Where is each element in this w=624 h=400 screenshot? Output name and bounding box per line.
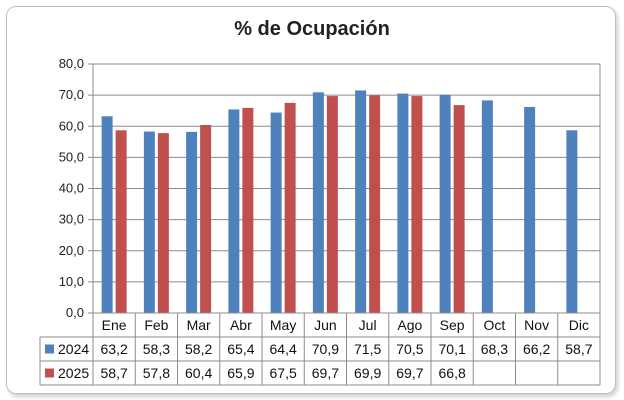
bar-2024-Jul [355, 90, 367, 313]
data-label-2025-Sep: 66,8 [439, 365, 466, 381]
bar-2025-Sep [453, 105, 465, 314]
bar-2024-Oct [481, 100, 493, 313]
data-label-2024-Mar: 58,2 [185, 341, 212, 357]
x-tick-label: Ene [102, 317, 127, 333]
data-label-2024-Sep: 70,1 [439, 341, 466, 357]
x-tick-label: Nov [524, 317, 549, 333]
bar-2024-Sep [439, 94, 451, 313]
bar-2024-Mar [186, 131, 198, 313]
data-label-2025-Jun: 69,7 [312, 365, 339, 381]
bar-2024-Feb [143, 131, 155, 313]
x-tick-label: Mar [187, 317, 211, 333]
data-label-2024-Oct: 68,3 [481, 341, 508, 357]
bar-2024-Abr [228, 109, 240, 313]
y-tick-label: 10,0 [59, 274, 84, 289]
x-tick-label: Feb [144, 317, 168, 333]
legend-key-2024 [45, 344, 54, 354]
x-tick-label: May [270, 317, 296, 333]
data-label-2025-Abr: 65,9 [227, 365, 254, 381]
bar-2025-Ago [411, 96, 423, 313]
y-tick-label: 20,0 [59, 243, 84, 258]
bar-2025-May [284, 102, 296, 313]
bar-2024-Jun [312, 92, 324, 313]
y-tick-label: 30,0 [59, 212, 84, 227]
bar-2025-Jul [369, 95, 381, 313]
data-label-2025-May: 67,5 [270, 365, 297, 381]
data-label-2025-Ago: 69,7 [396, 365, 423, 381]
y-tick-label: 40,0 [59, 181, 84, 196]
x-tick-label: Oct [483, 317, 505, 333]
bar-2024-May [270, 112, 282, 314]
chart-title: % de Ocupación [234, 18, 390, 40]
data-label-2024-Feb: 58,3 [143, 341, 170, 357]
bar-2024-Ene [101, 116, 113, 313]
data-label-2024-May: 64,4 [270, 341, 297, 357]
bar-2025-Abr [242, 107, 254, 313]
data-label-2024-Abr: 65,4 [227, 341, 254, 357]
data-label-2024-Ene: 63,2 [101, 341, 128, 357]
data-label-2024-Ago: 70,5 [396, 341, 423, 357]
x-tick-label: Ago [397, 317, 422, 333]
bar-2024-Nov [524, 106, 536, 313]
y-tick-label: 60,0 [59, 118, 84, 133]
x-tick-label: Sep [440, 317, 465, 333]
data-label-2024-Dic: 58,7 [565, 341, 592, 357]
y-tick-label: 70,0 [59, 87, 84, 102]
bar-2025-Feb [157, 133, 169, 313]
y-tick-label: 50,0 [59, 149, 84, 164]
data-label-2025-Mar: 60,4 [185, 365, 212, 381]
data-label-2024-Jun: 70,9 [312, 341, 339, 357]
data-label-2024-Jul: 71,5 [354, 341, 381, 357]
x-tick-label: Abr [230, 317, 252, 333]
legend-label-2024: 2024 [58, 341, 89, 357]
x-tick-label: Dic [569, 317, 589, 333]
y-tick-label: 0,0 [66, 305, 84, 320]
bar-2024-Dic [566, 130, 578, 313]
bar-2025-Ene [115, 130, 127, 313]
data-label-2025-Jul: 69,9 [354, 365, 381, 381]
data-label-2025-Feb: 57,8 [143, 365, 170, 381]
x-tick-label: Jun [314, 317, 337, 333]
bar-2025-Jun [326, 96, 338, 313]
bar-2025-Mar [200, 125, 212, 313]
data-label-2025-Ene: 58,7 [101, 365, 128, 381]
x-tick-label: Jul [359, 317, 377, 333]
data-label-2024-Nov: 66,2 [523, 341, 550, 357]
bar-2024-Ago [397, 93, 409, 313]
y-tick-label: 80,0 [59, 56, 84, 71]
legend-key-2025 [45, 368, 54, 378]
legend-label-2025: 2025 [58, 365, 89, 381]
